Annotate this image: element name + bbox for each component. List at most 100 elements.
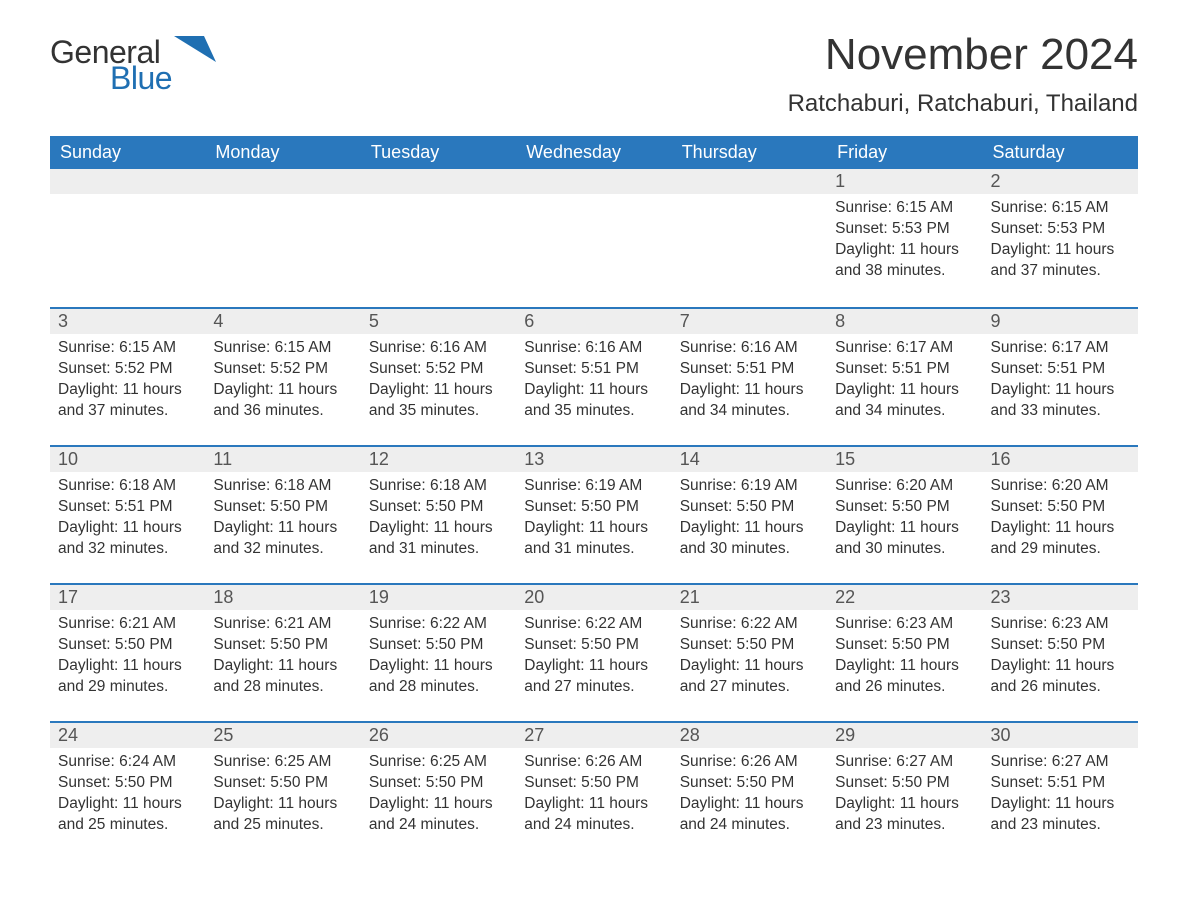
sunset-line: Sunset: 5:52 PM xyxy=(369,359,508,380)
month-title: November 2024 xyxy=(788,30,1138,80)
sunset-line: Sunset: 5:50 PM xyxy=(835,773,974,794)
day-cell: 3Sunrise: 6:15 AMSunset: 5:52 PMDaylight… xyxy=(50,307,205,445)
sunrise-line: Sunrise: 6:25 AM xyxy=(369,752,508,773)
sunset-line: Sunset: 5:50 PM xyxy=(213,497,352,518)
sunset-line: Sunset: 5:50 PM xyxy=(991,497,1130,518)
daylight-line: Daylight: 11 hours and 25 minutes. xyxy=(58,794,197,836)
weekday-header: Thursday xyxy=(672,136,827,169)
daylight-line: Daylight: 11 hours and 31 minutes. xyxy=(524,518,663,560)
daylight-line: Daylight: 11 hours and 24 minutes. xyxy=(369,794,508,836)
sunrise-line: Sunrise: 6:15 AM xyxy=(835,198,974,219)
sunrise-line: Sunrise: 6:18 AM xyxy=(58,476,197,497)
calendar-body: 1Sunrise: 6:15 AMSunset: 5:53 PMDaylight… xyxy=(50,169,1138,859)
day-number: 29 xyxy=(827,721,982,748)
sunrise-line: Sunrise: 6:15 AM xyxy=(58,338,197,359)
logo-mark-icon xyxy=(174,36,216,62)
day-cell: 9Sunrise: 6:17 AMSunset: 5:51 PMDaylight… xyxy=(983,307,1138,445)
sunset-line: Sunset: 5:51 PM xyxy=(58,497,197,518)
day-number: 17 xyxy=(50,583,205,610)
day-details: Sunrise: 6:22 AMSunset: 5:50 PMDaylight:… xyxy=(361,610,516,698)
day-cell: 21 Sunrise: 6:22 AMSunset: 5:50 PMDayligh… xyxy=(672,583,827,721)
day-number: 10 xyxy=(50,445,205,472)
day-cell: 22Sunrise: 6:23 AMSunset: 5:50 PMDayligh… xyxy=(827,583,982,721)
daylight-line: Daylight: 11 hours and 24 minutes. xyxy=(524,794,663,836)
day-details: Sunrise: 6:15 AMSunset: 5:52 PMDaylight:… xyxy=(205,334,360,422)
day-cell: 24Sunrise: 6:24 AMSunset: 5:50 PMDayligh… xyxy=(50,721,205,859)
sunset-line: Sunset: 5:51 PM xyxy=(991,773,1130,794)
day-details: Sunrise: 6:26 AMSunset: 5:50 PMDaylight:… xyxy=(516,748,671,836)
day-details: Sunrise: 6:21 AMSunset: 5:50 PMDaylight:… xyxy=(50,610,205,698)
day-cell xyxy=(361,169,516,307)
daylight-line: Daylight: 11 hours and 27 minutes. xyxy=(524,656,663,698)
day-cell: 30Sunrise: 6:27 AMSunset: 5:51 PMDayligh… xyxy=(983,721,1138,859)
day-details: Sunrise: 6:17 AMSunset: 5:51 PMDaylight:… xyxy=(827,334,982,422)
day-details: Sunrise: 6:15 AMSunset: 5:52 PMDaylight:… xyxy=(50,334,205,422)
logo-word-blue: Blue xyxy=(110,62,172,94)
daylight-line: Daylight: 11 hours and 30 minutes. xyxy=(835,518,974,560)
day-details: Sunrise: 6:17 AMSunset: 5:51 PMDaylight:… xyxy=(983,334,1138,422)
sunset-line: Sunset: 5:50 PM xyxy=(58,773,197,794)
day-number: 11 xyxy=(205,445,360,472)
day-number: 22 xyxy=(827,583,982,610)
day-details: Sunrise: 6:16 AMSunset: 5:51 PMDaylight:… xyxy=(672,334,827,422)
daylight-line: Daylight: 11 hours and 30 minutes. xyxy=(680,518,819,560)
header-row: General Blue November 2024 Ratchaburi, R… xyxy=(50,30,1138,118)
day-cell: 28Sunrise: 6:26 AMSunset: 5:50 PMDayligh… xyxy=(672,721,827,859)
sunset-line: Sunset: 5:50 PM xyxy=(369,635,508,656)
day-details: Sunrise: 6:20 AMSunset: 5:50 PMDaylight:… xyxy=(827,472,982,560)
daylight-line: Daylight: 11 hours and 26 minutes. xyxy=(835,656,974,698)
day-number: 3 xyxy=(50,307,205,334)
sunrise-line: Sunrise: 6:16 AM xyxy=(524,338,663,359)
day-cell: 6Sunrise: 6:16 AMSunset: 5:51 PMDaylight… xyxy=(516,307,671,445)
day-details: Sunrise: 6:25 AMSunset: 5:50 PMDaylight:… xyxy=(205,748,360,836)
day-cell: 16Sunrise: 6:20 AMSunset: 5:50 PMDayligh… xyxy=(983,445,1138,583)
day-details: Sunrise: 6:23 AMSunset: 5:50 PMDaylight:… xyxy=(827,610,982,698)
day-number xyxy=(672,169,827,194)
sunset-line: Sunset: 5:50 PM xyxy=(680,773,819,794)
daylight-line: Daylight: 11 hours and 33 minutes. xyxy=(991,380,1130,422)
sunset-line: Sunset: 5:50 PM xyxy=(213,773,352,794)
week-row: 17Sunrise: 6:21 AMSunset: 5:50 PMDayligh… xyxy=(50,583,1138,721)
week-row: 10Sunrise: 6:18 AMSunset: 5:51 PMDayligh… xyxy=(50,445,1138,583)
day-details: Sunrise: 6:23 AMSunset: 5:50 PMDaylight:… xyxy=(983,610,1138,698)
sunrise-line: Sunrise: 6:19 AM xyxy=(524,476,663,497)
daylight-line: Daylight: 11 hours and 36 minutes. xyxy=(213,380,352,422)
daylight-line: Daylight: 11 hours and 24 minutes. xyxy=(680,794,819,836)
day-details: Sunrise: 6:19 AMSunset: 5:50 PMDaylight:… xyxy=(516,472,671,560)
logo-text: General Blue xyxy=(50,36,172,94)
day-details: Sunrise: 6:19 AMSunset: 5:50 PMDaylight:… xyxy=(672,472,827,560)
day-cell: 18Sunrise: 6:21 AMSunset: 5:50 PMDayligh… xyxy=(205,583,360,721)
day-details: Sunrise: 6:15 AMSunset: 5:53 PMDaylight:… xyxy=(827,194,982,282)
sunrise-line: Sunrise: 6:26 AM xyxy=(524,752,663,773)
sunrise-line: Sunrise: 6:19 AM xyxy=(680,476,819,497)
daylight-line: Daylight: 11 hours and 26 minutes. xyxy=(991,656,1130,698)
day-cell: 17Sunrise: 6:21 AMSunset: 5:50 PMDayligh… xyxy=(50,583,205,721)
daylight-line: Daylight: 11 hours and 38 minutes. xyxy=(835,240,974,282)
sunset-line: Sunset: 5:50 PM xyxy=(991,635,1130,656)
daylight-line: Daylight: 11 hours and 27 minutes. xyxy=(680,656,819,698)
weekday-header: Sunday xyxy=(50,136,205,169)
day-cell: 8Sunrise: 6:17 AMSunset: 5:51 PMDaylight… xyxy=(827,307,982,445)
day-details: Sunrise: 6:24 AMSunset: 5:50 PMDaylight:… xyxy=(50,748,205,836)
sunset-line: Sunset: 5:51 PM xyxy=(835,359,974,380)
day-cell: 15Sunrise: 6:20 AMSunset: 5:50 PMDayligh… xyxy=(827,445,982,583)
sunset-line: Sunset: 5:50 PM xyxy=(680,635,819,656)
sunset-line: Sunset: 5:53 PM xyxy=(991,219,1130,240)
week-row: 3Sunrise: 6:15 AMSunset: 5:52 PMDaylight… xyxy=(50,307,1138,445)
daylight-line: Daylight: 11 hours and 35 minutes. xyxy=(524,380,663,422)
day-number: 21 xyxy=(672,583,827,610)
title-block: November 2024 Ratchaburi, Ratchaburi, Th… xyxy=(788,30,1138,118)
calendar-table: SundayMondayTuesdayWednesdayThursdayFrid… xyxy=(50,136,1138,859)
sunrise-line: Sunrise: 6:22 AM xyxy=(680,614,819,635)
day-cell: 19Sunrise: 6:22 AMSunset: 5:50 PMDayligh… xyxy=(361,583,516,721)
daylight-line: Daylight: 11 hours and 34 minutes. xyxy=(835,380,974,422)
sunrise-line: Sunrise: 6:25 AM xyxy=(213,752,352,773)
sunset-line: Sunset: 5:50 PM xyxy=(680,497,819,518)
location-text: Ratchaburi, Ratchaburi, Thailand xyxy=(788,90,1138,118)
day-number: 28 xyxy=(672,721,827,748)
sunset-line: Sunset: 5:50 PM xyxy=(369,497,508,518)
daylight-line: Daylight: 11 hours and 23 minutes. xyxy=(835,794,974,836)
sunset-line: Sunset: 5:50 PM xyxy=(835,635,974,656)
day-cell xyxy=(50,169,205,307)
day-details: Sunrise: 6:18 AMSunset: 5:51 PMDaylight:… xyxy=(50,472,205,560)
